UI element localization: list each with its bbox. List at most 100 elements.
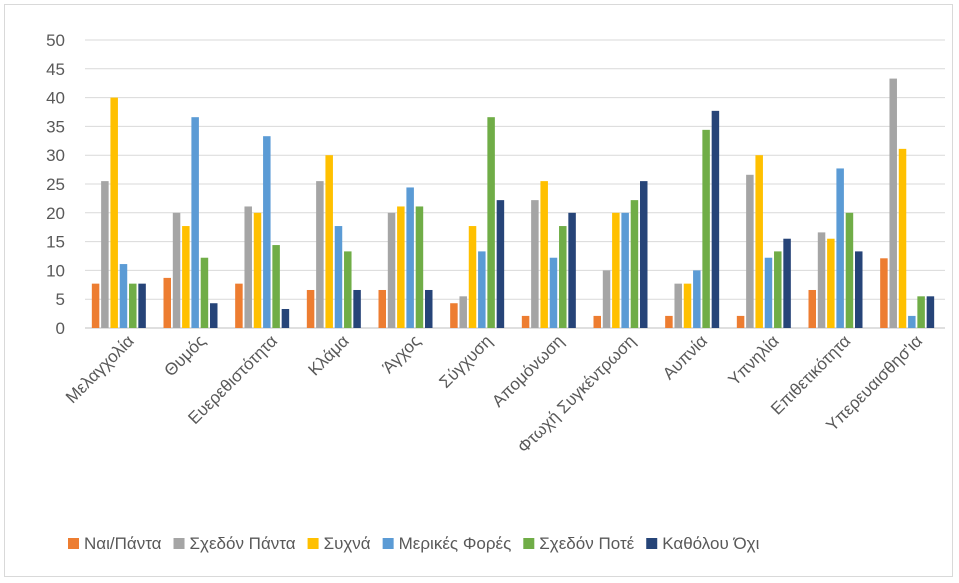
bar — [845, 212, 854, 328]
bar — [568, 212, 576, 328]
bar — [110, 97, 118, 328]
bar — [450, 303, 458, 328]
bar — [774, 251, 782, 328]
bar — [334, 226, 343, 328]
bar — [344, 251, 352, 328]
bar — [540, 181, 548, 328]
bar — [898, 148, 907, 328]
bar — [783, 238, 791, 328]
bar — [138, 283, 146, 328]
y-tick-label: 20 — [46, 204, 65, 223]
bar — [549, 257, 558, 328]
legend: Ναι/Πάντα Σχεδόν Πάντα Συχνά Μερικές Φορές Σ… — [68, 534, 760, 553]
bar — [836, 168, 844, 328]
bars — [91, 78, 935, 329]
x-category-label: Σύγχυση — [436, 331, 496, 391]
y-axis-ticks: 0 5 10 15 20 25 30 35 40 45 50 — [46, 31, 65, 338]
legend-label: Μερικές Φορές — [399, 534, 512, 553]
legend-label: Καθόλου Όχι — [662, 534, 759, 553]
bar — [163, 277, 171, 328]
bar — [272, 245, 280, 328]
legend-label: Σχεδόν Πάντα — [190, 534, 296, 553]
bar — [674, 283, 682, 328]
legend-swatch — [646, 538, 658, 549]
y-tick-label: 45 — [46, 60, 65, 79]
bar — [425, 289, 433, 328]
legend-label: Συχνά — [324, 534, 371, 553]
bar — [478, 251, 486, 328]
bar — [210, 303, 218, 328]
bar — [281, 308, 290, 328]
x-category-label: Απομόνωση — [488, 331, 567, 410]
x-category-label: Φτωχή Συγκέντρωση — [514, 331, 639, 456]
x-category-label: Άγχος — [379, 331, 425, 377]
bar — [531, 200, 539, 328]
x-category-label: Θυμός — [161, 331, 210, 380]
y-tick-label: 50 — [46, 31, 65, 50]
bar — [612, 212, 620, 328]
y-tick-label: 15 — [46, 233, 65, 252]
bar — [808, 289, 816, 328]
legend-label: Σχεδόν Ποτέ — [539, 534, 634, 553]
bar — [746, 174, 754, 328]
bar — [172, 212, 181, 328]
y-tick-label: 5 — [56, 290, 65, 309]
bar — [200, 257, 209, 328]
y-tick-label: 35 — [46, 117, 65, 136]
bar — [101, 181, 109, 328]
y-tick-label: 0 — [56, 319, 65, 338]
bar — [764, 257, 773, 328]
bar — [316, 181, 324, 328]
bar — [665, 315, 673, 328]
bar — [415, 206, 424, 328]
legend-swatch — [307, 538, 319, 549]
bar — [353, 289, 361, 328]
bar — [191, 117, 199, 329]
bar — [182, 226, 190, 328]
y-tick-label: 30 — [46, 146, 65, 165]
bar — [736, 315, 745, 328]
bar — [559, 226, 567, 328]
bar — [926, 296, 935, 328]
bar — [640, 181, 648, 328]
bar — [263, 136, 271, 328]
bar — [397, 206, 405, 328]
bar — [693, 270, 701, 328]
bar — [755, 155, 763, 328]
legend-swatch — [523, 538, 535, 549]
y-tick-label: 40 — [46, 89, 65, 108]
bar — [325, 155, 333, 328]
bar — [119, 264, 128, 328]
x-category-label: Αυπνία — [659, 331, 711, 383]
bar — [406, 187, 414, 328]
bar — [387, 212, 396, 328]
gridlines — [85, 39, 945, 329]
bar — [621, 212, 629, 328]
bar — [378, 289, 386, 328]
bar — [306, 289, 315, 328]
bar — [496, 200, 505, 328]
bar — [683, 283, 692, 328]
bar — [244, 206, 252, 328]
bar — [889, 78, 897, 328]
bar — [855, 251, 863, 328]
bar — [702, 129, 710, 328]
legend-swatch — [173, 538, 185, 549]
y-tick-label: 25 — [46, 175, 65, 194]
y-tick-label: 10 — [46, 261, 65, 280]
bar — [487, 117, 495, 329]
x-category-label: Υπνηλία — [725, 331, 783, 389]
bar — [602, 270, 611, 328]
bar — [711, 110, 720, 329]
bar — [630, 200, 639, 328]
bar — [459, 296, 467, 328]
bar — [129, 283, 137, 328]
legend-swatch — [68, 538, 79, 549]
legend-swatch — [382, 538, 394, 549]
bar — [917, 296, 925, 328]
bar — [235, 283, 243, 328]
bar — [253, 212, 262, 328]
bar — [521, 315, 530, 328]
